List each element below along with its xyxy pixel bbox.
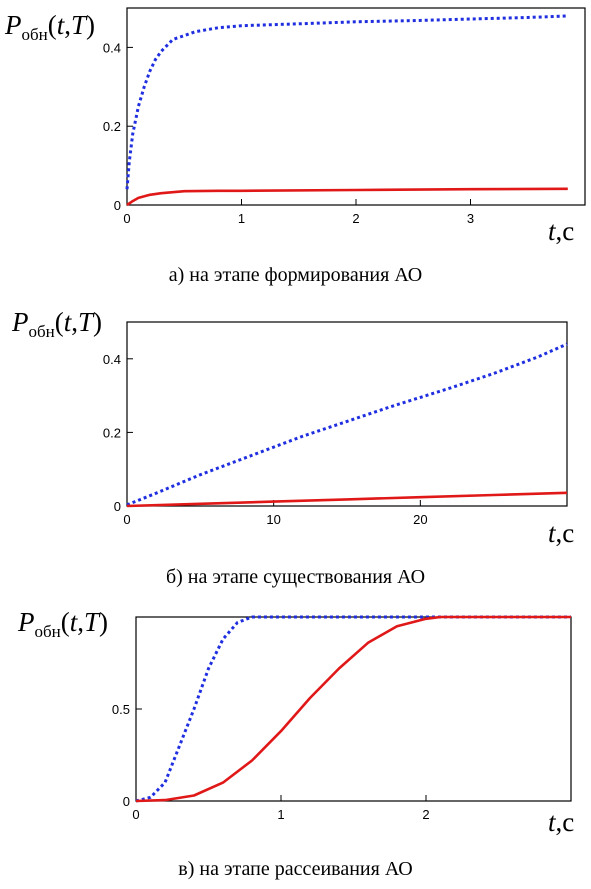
chart-2-xtick-label: 2 — [422, 807, 429, 822]
chart-0-xtick-label: 2 — [352, 211, 359, 226]
chart-1-ytick-label: 0.4 — [103, 352, 121, 367]
chart-1-plot-frame — [126, 321, 568, 507]
chart-2-ytick-label: 0.5 — [112, 702, 130, 717]
chart-2: 0 1 2 0 0.5 Pобн(t,T) t,c — [17, 607, 574, 837]
chart-0-series-red-solid — [126, 187, 568, 207]
chart-1-xtick-label: 10 — [266, 512, 280, 527]
chart-2-ylabel: Pобн(t,T) — [17, 607, 108, 641]
chart-1-series-blue-dotted — [126, 342, 568, 507]
chart-2-plot-frame — [135, 616, 572, 802]
chart-0-series-blue-dotted — [125, 14, 568, 190]
chart-2-xtick-label: 0 — [132, 807, 139, 822]
chart-2-ytick-label: 0 — [123, 794, 130, 809]
caption-a: а) на этапе формирования АО — [168, 264, 423, 286]
chart-0-xtick-label: 3 — [467, 211, 474, 226]
chart-0: 0 1 2 3 0 0.2 0.4 Pобн(t,T) t,c — [4, 7, 586, 246]
chart-1-ytick-label: 0 — [114, 499, 121, 514]
chart-1-xlabel: t,c — [548, 518, 574, 548]
chart-0-ytick-label: 0.4 — [103, 40, 121, 55]
chart-0-plot-frame — [126, 7, 586, 206]
chart-1-ylabel: Pобн(t,T) — [11, 307, 102, 341]
chart-2-xlabel: t,c — [548, 807, 574, 837]
caption-c: в) на этапе рассеивания АО — [178, 858, 413, 880]
chart-1-xtick-label: 0 — [123, 512, 130, 527]
chart-1-series-red-solid — [126, 491, 568, 508]
chart-2-series-red-solid — [135, 615, 571, 803]
chart-1-xtick-label: 20 — [413, 512, 427, 527]
caption-b: б) на этапе существования АО — [165, 566, 426, 588]
chart-1-ytick-label: 0.2 — [103, 425, 121, 440]
chart-0-xlabel: t,c — [548, 216, 574, 246]
chart-0-ytick-label: 0.2 — [103, 119, 121, 134]
chart-2-xtick-label: 1 — [277, 807, 284, 822]
chart-2-series-blue-dotted — [135, 615, 571, 803]
chart-0-xtick-label: 1 — [238, 211, 245, 226]
chart-0-ylabel: Pобн(t,T) — [4, 10, 95, 44]
chart-0-xtick-label: 0 — [123, 211, 130, 226]
chart-0-ytick-label: 0 — [114, 198, 121, 213]
